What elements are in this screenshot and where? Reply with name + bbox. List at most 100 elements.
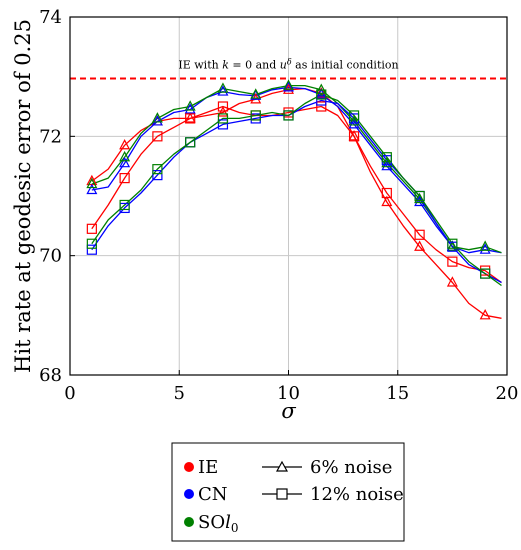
reference-line-label: IE with k = 0 and uδ as initial conditio…: [178, 57, 398, 72]
marker-square-sol0-12pct: [316, 89, 327, 100]
marker-square-cn-12pct: [86, 244, 97, 255]
tick-labels: 0 5 10 15 20 68 70 72 74: [39, 7, 518, 404]
legend-sol0-dot: [184, 517, 194, 527]
marker-triangle-sol0-6pct: [479, 240, 491, 251]
legend-12-label: 12% noise: [310, 484, 404, 505]
marker-square-cn-12pct: [316, 95, 327, 106]
marker-triangle-cn-6pct: [283, 81, 294, 92]
legend-6-label: 6% noise: [310, 457, 392, 478]
marker-square-sol0-12pct: [152, 164, 163, 175]
legend-sol0-label: SOl0: [198, 512, 239, 535]
marker-square-cn-12pct: [152, 170, 163, 181]
y-axis-label: Hit rate at geodesic error of 0.25: [11, 19, 35, 373]
legend-sol0-part: SO: [198, 512, 225, 533]
x-tick-label: 10: [277, 383, 300, 404]
marker-triangle-ie-6pct: [414, 240, 426, 251]
reference-label-part: IE with: [178, 58, 222, 71]
marker-square-sol0-12pct: [250, 110, 261, 121]
marker-triangle-sol0-6pct: [119, 150, 131, 162]
marker-square-cn-12pct: [217, 119, 229, 130]
legend-cn-label: CN: [198, 484, 228, 505]
legend-box: [171, 442, 405, 542]
triangle-marker-icon: [275, 460, 289, 472]
legend-cn-dot: [184, 489, 194, 499]
marker-square-sol0-12pct: [119, 199, 130, 211]
marker-square-ie-12pct: [86, 223, 97, 234]
marker-triangle-cn-6pct: [86, 183, 98, 195]
marker-triangle-sol0-6pct: [184, 100, 196, 111]
series-line-cn-6pct: [91, 86, 502, 254]
x-tick-label: 15: [386, 383, 409, 404]
y-tick-label: 74: [39, 7, 62, 28]
marker-square-sol0-12pct: [283, 110, 294, 121]
x-tick-label: 5: [174, 383, 185, 404]
series-line-cn-12pct: [91, 99, 502, 284]
marker-square-sol0-12pct: [480, 268, 491, 279]
legend-ie-dot: [184, 462, 194, 472]
marker-square-sol0-12pct: [185, 137, 196, 148]
square-marker-icon: [276, 488, 288, 500]
series-markers: [86, 79, 491, 320]
marker-square-sol0-12pct: [86, 238, 97, 249]
legend-sol0-part: 0: [231, 521, 239, 535]
marker-square-ie-12pct: [152, 131, 163, 142]
marker-square-sol0-12pct: [447, 238, 458, 249]
marker-triangle-sol0-6pct: [283, 79, 294, 90]
y-tick-label: 72: [39, 126, 62, 147]
marker-triangle-cn-6pct: [151, 115, 163, 126]
marker-triangle-sol0-6pct: [86, 177, 98, 189]
marker-triangle-ie-6pct: [381, 195, 393, 207]
reference-label-part: as initial condition: [292, 58, 399, 71]
marker-square-ie-12pct: [414, 229, 425, 240]
marker-triangle-ie-6pct: [348, 130, 360, 141]
marker-triangle-ie-6pct: [217, 106, 229, 117]
marker-triangle-cn-6pct: [184, 103, 196, 114]
y-tick-label: 68: [39, 365, 62, 386]
legend-sol0-part: l: [225, 512, 231, 533]
series-line-sol0-12pct: [91, 93, 502, 287]
reference-label-part: u: [280, 58, 287, 71]
marker-triangle-cn-6pct: [414, 195, 426, 207]
x-tick-label: 20: [496, 383, 519, 404]
marker-triangle-sol0-6pct: [315, 83, 327, 94]
marker-square-ie-12pct: [217, 101, 229, 112]
legend: IE CN SOl0 6% noise 12% noise: [171, 442, 405, 542]
marker-triangle-cn-6pct: [381, 159, 393, 171]
marker-triangle-sol0-6pct: [348, 115, 360, 126]
reference-label-part: k: [222, 58, 229, 71]
plot-frame: [69, 16, 508, 376]
marker-triangle-cn-6pct: [217, 85, 229, 96]
marker-square-ie-12pct: [316, 101, 327, 112]
marker-square-ie-12pct: [185, 113, 196, 124]
marker-square-sol0-12pct: [414, 190, 425, 202]
grid: [69, 16, 508, 376]
marker-square-ie-12pct: [381, 187, 392, 199]
legend-ie-label: IE: [198, 457, 218, 478]
y-tick-label: 70: [39, 246, 62, 267]
marker-square-ie-12pct: [348, 131, 360, 142]
marker-triangle-cn-6pct: [119, 156, 131, 168]
reference-label-part: = 0 and: [229, 58, 280, 71]
marker-triangle-ie-6pct: [479, 309, 491, 320]
marker-triangle-ie-6pct: [446, 276, 458, 287]
reference-line-group: IE with k = 0 and uδ as initial conditio…: [70, 57, 507, 80]
marker-triangle-sol0-6pct: [250, 88, 262, 99]
marker-triangle-ie-6pct: [119, 139, 131, 150]
reference-label-part: δ: [287, 57, 292, 66]
x-tick-label: 0: [64, 383, 75, 404]
marker-triangle-sol0-6pct: [446, 240, 458, 251]
marker-triangle-sol0-6pct: [381, 156, 393, 168]
marker-square-sol0-12pct: [381, 152, 392, 163]
marker-triangle-ie-6pct: [184, 112, 196, 123]
marker-square-ie-12pct: [447, 256, 458, 267]
marker-triangle-sol0-6pct: [217, 82, 229, 93]
marker-triangle-sol0-6pct: [151, 112, 163, 123]
marker-triangle-sol0-6pct: [414, 192, 426, 204]
marker-triangle-cn-6pct: [479, 243, 491, 254]
marker-triangle-cn-6pct: [348, 118, 360, 129]
marker-square-sol0-12pct: [348, 110, 360, 121]
marker-square-sol0-12pct: [217, 113, 229, 124]
marker-square-ie-12pct: [119, 173, 130, 184]
x-axis-label: σ: [281, 399, 296, 423]
